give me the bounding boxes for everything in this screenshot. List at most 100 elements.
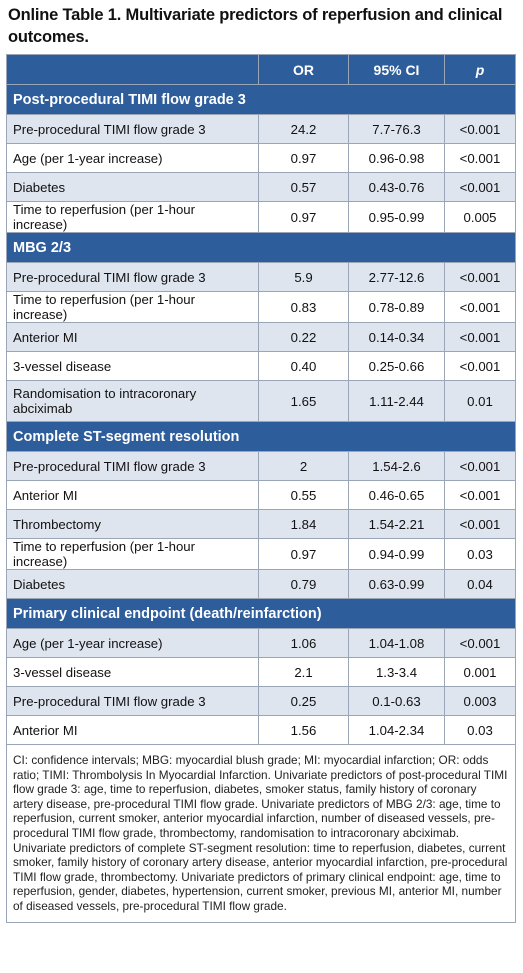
row-ci: 0.1-0.63 [348,686,445,716]
row-p: 0.01 [444,380,516,422]
header-row: OR 95% CI p [6,54,516,85]
table-row: Time to reperfusion (per 1-hour increase… [6,538,516,570]
table-row: Diabetes 0.57 0.43-0.76 <0.001 [6,172,516,202]
row-p: 0.03 [444,715,516,745]
row-label: Age (per 1-year increase) [6,143,259,173]
row-p: <0.001 [444,480,516,510]
row-ci: 2.77-12.6 [348,262,445,292]
table-row: Time to reperfusion (per 1-hour increase… [6,201,516,233]
row-label: Time to reperfusion (per 1-hour increase… [6,291,259,323]
row-label: Diabetes [6,569,259,599]
row-or: 24.2 [258,114,349,144]
table-row: Diabetes 0.79 0.63-0.99 0.04 [6,569,516,599]
table-body: Post-procedural TIMI flow grade 3 Pre-pro… [6,84,516,745]
row-or: 0.25 [258,686,349,716]
row-ci: 1.3-3.4 [348,657,445,687]
table-row: Thrombectomy 1.84 1.54-2.21 <0.001 [6,509,516,539]
row-label: Diabetes [6,172,259,202]
row-or: 1.06 [258,628,349,658]
row-ci: 1.11-2.44 [348,380,445,422]
row-or: 0.22 [258,322,349,352]
row-or: 1.84 [258,509,349,539]
row-p: <0.001 [444,114,516,144]
row-ci: 0.78-0.89 [348,291,445,323]
row-or: 0.40 [258,351,349,381]
section-header-row: Complete ST-segment resolution [6,421,516,452]
predictors-table: OR 95% CI p Post-procedural TIMI flow gr… [6,54,516,923]
row-ci: 7.7-76.3 [348,114,445,144]
row-ci: 1.54-2.21 [348,509,445,539]
row-label: Time to reperfusion (per 1-hour increase… [6,201,259,233]
table-row: Age (per 1-year increase) 0.97 0.96-0.98 <0… [6,143,516,173]
row-label: Anterior MI [6,322,259,352]
row-or: 0.79 [258,569,349,599]
row-ci: 1.04-1.08 [348,628,445,658]
row-ci: 1.04-2.34 [348,715,445,745]
footnote-row: CI: confidence intervals; MBG: myocardia… [6,744,516,923]
row-or: 0.55 [258,480,349,510]
row-p: 0.03 [444,538,516,570]
row-ci: 0.43-0.76 [348,172,445,202]
table-row: 3-vessel disease 2.1 1.3-3.4 0.001 [6,657,516,687]
section-header-row: Post-procedural TIMI flow grade 3 [6,84,516,115]
row-p: <0.001 [444,172,516,202]
row-or: 1.65 [258,380,349,422]
row-or: 0.97 [258,201,349,233]
row-label: Randomisation to intracoronary abciximab [6,380,259,422]
row-p: <0.001 [444,628,516,658]
table-row: Pre-procedural TIMI flow grade 3 0.25 0.1-… [6,686,516,716]
row-p: 0.04 [444,569,516,599]
row-label: Pre-procedural TIMI flow grade 3 [6,686,259,716]
header-blank [6,54,259,85]
row-or: 1.56 [258,715,349,745]
row-or: 2.1 [258,657,349,687]
row-p: <0.001 [444,322,516,352]
row-p: <0.001 [444,509,516,539]
header-or: OR [258,54,349,85]
table-row: Anterior MI 0.22 0.14-0.34 <0.001 [6,322,516,352]
row-label: Pre-procedural TIMI flow grade 3 [6,262,259,292]
table-row: Pre-procedural TIMI flow grade 3 2 1.54-2.… [6,451,516,481]
row-ci: 0.46-0.65 [348,480,445,510]
row-p: 0.001 [444,657,516,687]
section-title: Complete ST-segment resolution [6,421,516,452]
row-label: Thrombectomy [6,509,259,539]
section-header-row: MBG 2/3 [6,232,516,263]
table-row: Age (per 1-year increase) 1.06 1.04-1.08 <0… [6,628,516,658]
row-ci: 0.63-0.99 [348,569,445,599]
row-or: 0.97 [258,143,349,173]
row-p: <0.001 [444,143,516,173]
row-label: Pre-procedural TIMI flow grade 3 [6,451,259,481]
row-p: <0.001 [444,351,516,381]
row-label: 3-vessel disease [6,351,259,381]
row-ci: 0.25-0.66 [348,351,445,381]
row-label: Anterior MI [6,480,259,510]
table-row: Anterior MI 0.55 0.46-0.65 <0.001 [6,480,516,510]
row-p: <0.001 [444,262,516,292]
table-row: Time to reperfusion (per 1-hour increase… [6,291,516,323]
table-row: Randomisation to intracoronary abciximab… [6,380,516,422]
header-p: p [444,54,516,85]
header-ci: 95% CI [348,54,445,85]
section-header-row: Primary clinical endpoint (death/reinfar… [6,598,516,629]
row-or: 0.83 [258,291,349,323]
row-or: 0.97 [258,538,349,570]
row-p: 0.003 [444,686,516,716]
section-title: Primary clinical endpoint (death/reinfar… [6,598,516,629]
row-label: Pre-procedural TIMI flow grade 3 [6,114,259,144]
table-row: 3-vessel disease 0.40 0.25-0.66 <0.001 [6,351,516,381]
row-or: 2 [258,451,349,481]
row-p: <0.001 [444,291,516,323]
row-ci: 1.54-2.6 [348,451,445,481]
row-ci: 0.95-0.99 [348,201,445,233]
table-row: Anterior MI 1.56 1.04-2.34 0.03 [6,715,516,745]
row-label: 3-vessel disease [6,657,259,687]
row-or: 0.57 [258,172,349,202]
row-p: <0.001 [444,451,516,481]
row-or: 5.9 [258,262,349,292]
footnote: CI: confidence intervals; MBG: myocardia… [6,744,516,923]
row-p: 0.005 [444,201,516,233]
section-title: Post-procedural TIMI flow grade 3 [6,84,516,115]
section-title: MBG 2/3 [6,232,516,263]
table-title: Online Table 1. Multivariate predictors … [8,6,503,46]
